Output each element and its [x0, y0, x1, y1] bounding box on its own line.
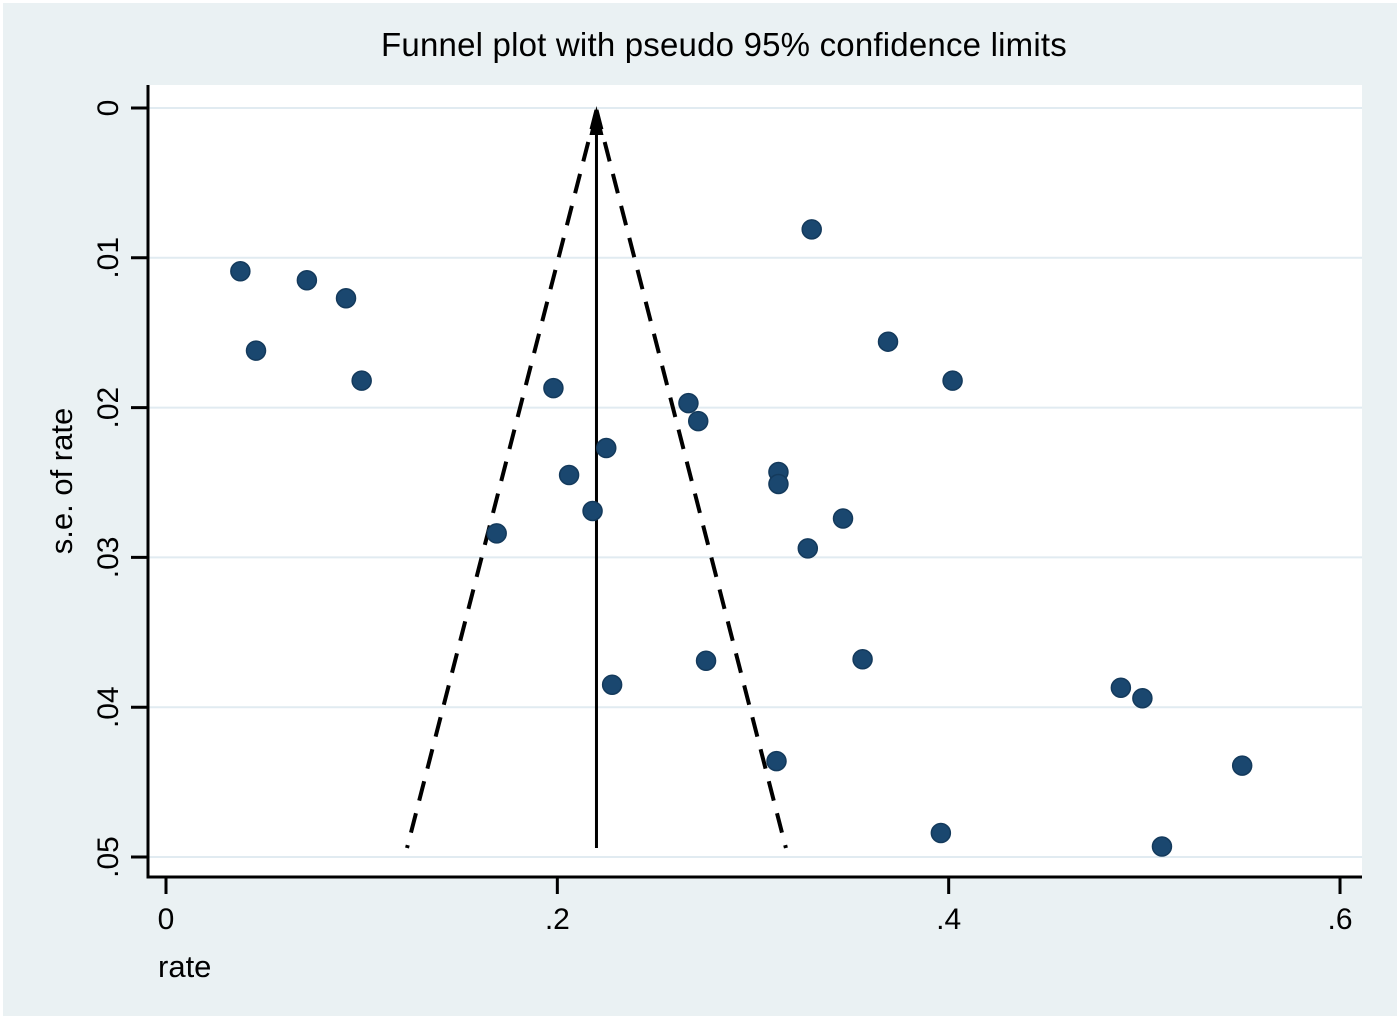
y-tick-label: 0	[92, 100, 125, 117]
data-point	[486, 523, 507, 544]
data-point	[335, 287, 357, 309]
data-point	[678, 392, 699, 414]
data-point	[1231, 755, 1253, 776]
data-point	[1132, 687, 1153, 709]
x-tick-label: .2	[545, 903, 570, 936]
y-axis-title: s.e. of rate	[44, 408, 79, 554]
data-point	[797, 538, 819, 559]
data-point	[832, 508, 854, 529]
y-tick-label: .05	[92, 836, 125, 878]
x-tick-label: .4	[936, 903, 961, 936]
y-tick-label: .01	[92, 237, 125, 279]
funnel-arrowhead	[589, 106, 604, 135]
data-point	[942, 370, 963, 391]
funnel-left-limit-line	[405, 109, 599, 849]
data-point	[766, 750, 787, 772]
data-point	[687, 410, 709, 432]
y-tick-label: .02	[92, 387, 125, 429]
data-point	[601, 674, 623, 695]
data-point	[768, 473, 789, 495]
x-tick-label: .6	[1328, 903, 1353, 936]
x-axis-title: rate	[158, 949, 211, 984]
funnel-right-limit-line	[594, 109, 788, 849]
data-point	[1151, 836, 1173, 857]
plot-area	[148, 85, 1362, 877]
data-point	[558, 464, 580, 486]
data-point	[1110, 677, 1132, 698]
data-point	[801, 219, 822, 240]
data-point	[877, 331, 899, 352]
data-point	[582, 500, 603, 522]
y-tick-label: .04	[92, 686, 125, 728]
x-tick-label: 0	[158, 903, 175, 936]
data-point	[245, 340, 267, 361]
data-point	[695, 650, 717, 672]
data-point	[296, 270, 318, 291]
data-point	[930, 822, 952, 844]
data-point	[230, 261, 251, 282]
data-point	[596, 437, 617, 459]
data-point	[543, 377, 564, 399]
chart-title: Funnel plot with pseudo 95% confidence l…	[381, 26, 1067, 63]
data-point	[852, 649, 873, 670]
y-tick-label: .03	[92, 537, 125, 579]
data-point	[351, 370, 372, 391]
